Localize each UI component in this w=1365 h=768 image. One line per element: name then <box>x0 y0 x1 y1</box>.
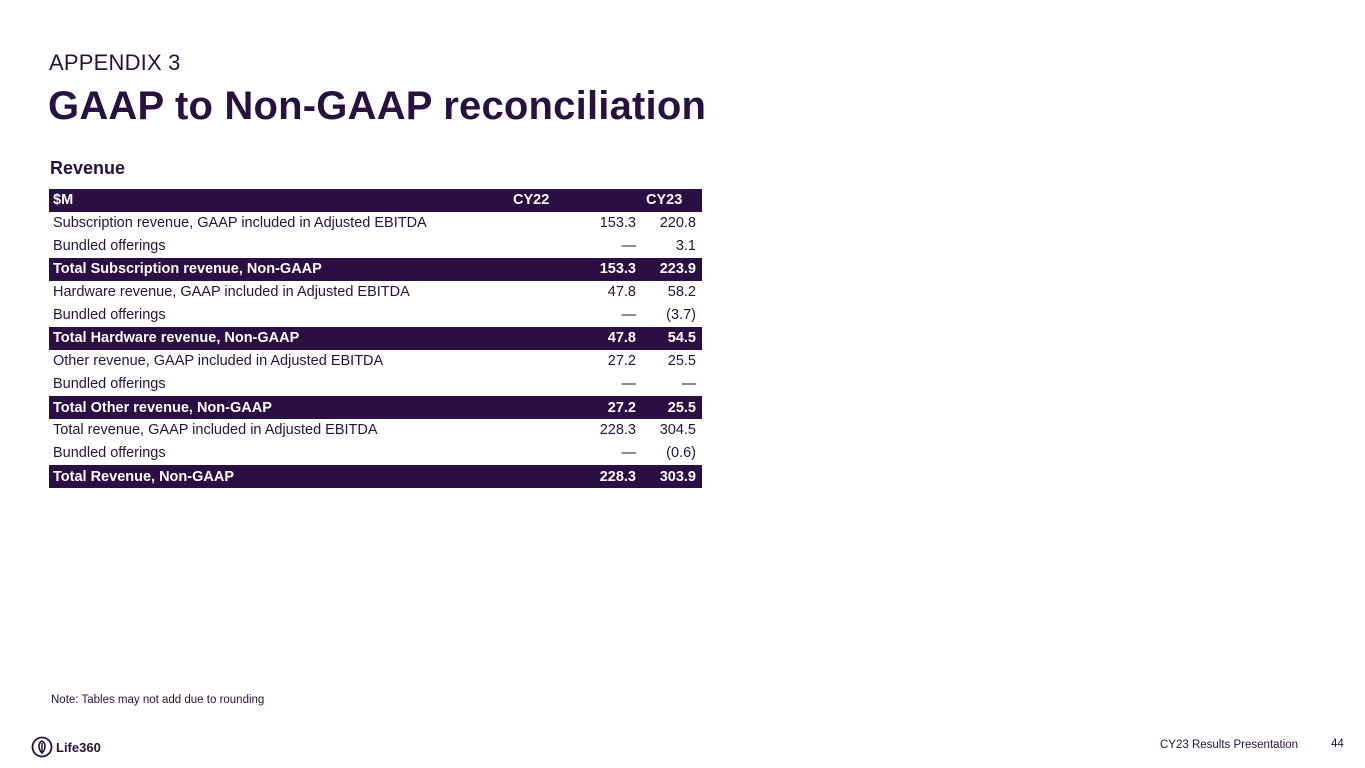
cell-cy22: 153.3 <box>599 215 636 232</box>
row-label: Subscription revenue, GAAP included in A… <box>53 215 427 232</box>
row-label: Total Revenue, Non-GAAP <box>49 464 509 488</box>
row-label: Bundled offerings <box>53 375 166 392</box>
table-body: Subscription revenue, GAAP included in A… <box>49 212 702 488</box>
eyebrow-label: APPENDIX 3 <box>49 50 181 75</box>
cell-cy23: 25.5 <box>667 353 696 370</box>
column-header-cy23: CY23 <box>642 187 702 212</box>
cell-cy22: — <box>621 306 637 323</box>
row-label: Other revenue, GAAP included in Adjusted… <box>53 353 384 370</box>
table-total-row: Total Subscription revenue, Non-GAAP 153.… <box>49 257 702 281</box>
cell-cy23: 58.2 <box>667 284 696 301</box>
life360-logo-icon <box>31 736 53 758</box>
cell-cy22: 228.3 <box>599 422 636 439</box>
page-number: 44 <box>1331 738 1344 750</box>
life360-logo: Life360 <box>31 736 101 758</box>
cell-cy23: (0.6) <box>666 444 696 461</box>
column-header-unit: $M <box>49 187 509 212</box>
table-row: Bundled offerings — (3.7) <box>49 303 702 326</box>
table-row: Total revenue, GAAP included in Adjusted… <box>49 419 702 442</box>
row-label: Total Other revenue, Non-GAAP <box>49 395 509 419</box>
cell-cy23: 54.5 <box>642 326 702 350</box>
cell-cy23: 223.9 <box>642 257 702 281</box>
cell-cy23: 25.5 <box>642 395 702 419</box>
presentation-name: CY23 Results Presentation <box>1160 739 1299 751</box>
table-row: Other revenue, GAAP included in Adjusted… <box>49 350 702 373</box>
row-label: Total revenue, GAAP included in Adjusted… <box>53 422 378 439</box>
cell-cy22: 228.3 <box>509 464 642 488</box>
page-title: GAAP to Non-GAAP reconciliation <box>48 84 707 128</box>
row-label: Bundled offerings <box>53 237 166 254</box>
row-label: Hardware revenue, GAAP included in Adjus… <box>53 284 410 301</box>
table-row: Bundled offerings — — <box>49 373 702 396</box>
table-row: Subscription revenue, GAAP included in A… <box>49 212 702 235</box>
cell-cy23: 3.1 <box>675 237 696 254</box>
cell-cy22: 153.3 <box>509 257 642 281</box>
row-label: Bundled offerings <box>53 444 166 461</box>
row-label: Bundled offerings <box>53 306 166 323</box>
table-row: Bundled offerings — 3.1 <box>49 234 702 257</box>
table-header-row: $M CY22 CY23 <box>49 187 702 212</box>
cell-cy22: 27.2 <box>509 395 642 419</box>
table-total-row: Total Other revenue, Non-GAAP 27.2 25.5 <box>49 395 702 419</box>
table-row: Bundled offerings — (0.6) <box>49 442 702 465</box>
table-total-row: Total Hardware revenue, Non-GAAP 47.8 54.5 <box>49 326 702 350</box>
row-label: Total Subscription revenue, Non-GAAP <box>49 257 509 281</box>
row-label: Total Hardware revenue, Non-GAAP <box>49 326 509 350</box>
cell-cy22: 47.8 <box>509 326 642 350</box>
cell-cy23: 303.9 <box>642 464 702 488</box>
cell-cy22: 27.2 <box>607 353 636 370</box>
footnote: Note: Tables may not add due to rounding <box>51 694 265 706</box>
table-total-row: Total Revenue, Non-GAAP 228.3 303.9 <box>49 464 702 488</box>
cell-cy22: — <box>621 375 637 392</box>
section-heading: Revenue <box>50 158 126 178</box>
column-header-cy22: CY22 <box>509 187 642 212</box>
cell-cy22: — <box>621 444 637 461</box>
cell-cy23: 304.5 <box>659 422 696 439</box>
reconciliation-table: $M CY22 CY23 Subscription revenue, GAAP … <box>49 187 702 488</box>
cell-cy22: — <box>621 237 637 254</box>
table-row: Hardware revenue, GAAP included in Adjus… <box>49 281 702 304</box>
logo-text: Life360 <box>56 739 101 755</box>
cell-cy23: (3.7) <box>666 306 696 323</box>
cell-cy23: — <box>681 375 697 392</box>
cell-cy23: 220.8 <box>659 215 696 232</box>
cell-cy22: 47.8 <box>607 284 636 301</box>
